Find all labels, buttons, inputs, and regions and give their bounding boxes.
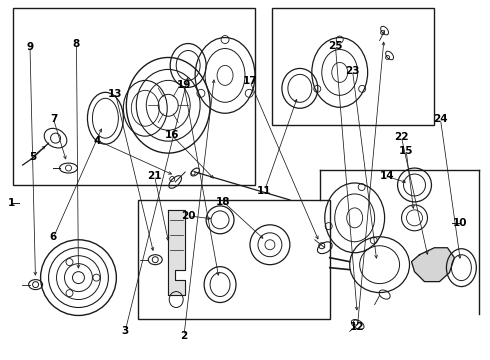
Text: 11: 11 <box>257 186 272 196</box>
Bar <box>272 8 435 125</box>
Text: 16: 16 <box>165 130 179 140</box>
Bar <box>13 8 255 185</box>
Text: 8: 8 <box>73 39 80 49</box>
Text: 23: 23 <box>345 66 360 76</box>
Text: 21: 21 <box>147 171 162 181</box>
Circle shape <box>66 258 73 266</box>
Polygon shape <box>412 248 454 282</box>
Polygon shape <box>168 210 185 294</box>
Text: 24: 24 <box>433 114 448 124</box>
Circle shape <box>93 274 100 281</box>
Text: 22: 22 <box>394 132 409 142</box>
Circle shape <box>66 290 73 297</box>
Text: 6: 6 <box>50 232 57 242</box>
Text: 7: 7 <box>50 114 57 124</box>
Text: 18: 18 <box>216 197 230 207</box>
Text: 5: 5 <box>29 152 36 162</box>
Bar <box>138 200 330 319</box>
Text: 9: 9 <box>26 42 34 52</box>
Text: 15: 15 <box>399 146 414 156</box>
Text: 3: 3 <box>122 325 129 336</box>
Text: 25: 25 <box>328 41 343 50</box>
Text: 13: 13 <box>108 89 123 99</box>
Text: 17: 17 <box>243 76 257 86</box>
Text: 14: 14 <box>379 171 394 181</box>
Text: 12: 12 <box>350 322 365 332</box>
Text: 2: 2 <box>180 331 188 341</box>
Text: 10: 10 <box>453 218 467 228</box>
Text: 1: 1 <box>8 198 15 208</box>
Text: 4: 4 <box>94 136 101 145</box>
Text: 20: 20 <box>182 211 196 221</box>
Text: 19: 19 <box>177 80 191 90</box>
